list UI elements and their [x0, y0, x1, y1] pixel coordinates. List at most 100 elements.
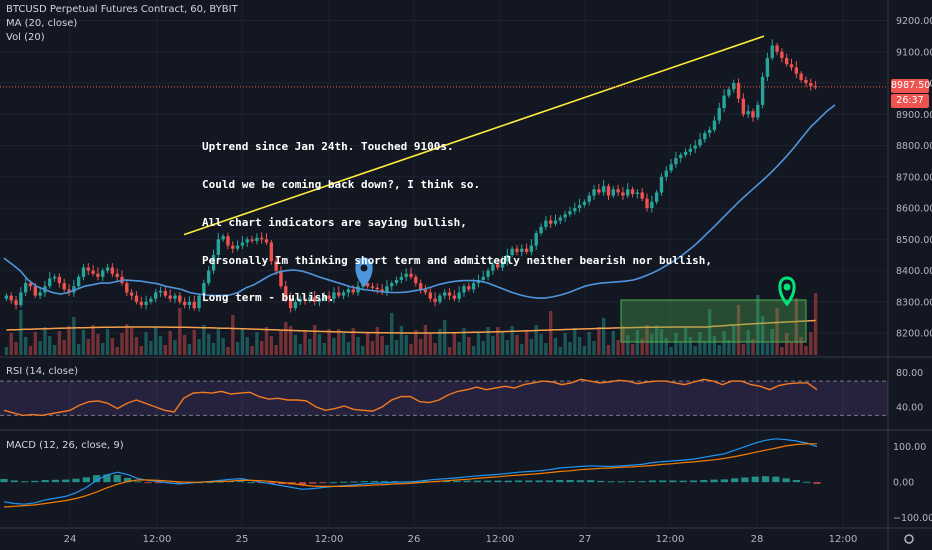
macd-histogram-bar: [710, 479, 718, 483]
candle-body: [168, 295, 172, 299]
candle-body: [529, 245, 534, 252]
last-price-tag: 8987.50: [891, 79, 931, 93]
candle-body: [312, 297, 317, 302]
volume-bar: [698, 332, 702, 355]
candle-body: [52, 276, 57, 279]
macd-histogram-bar: [206, 481, 214, 483]
volume-bar: [154, 327, 158, 355]
volume-bar: [399, 326, 404, 355]
volume-bar: [428, 334, 432, 355]
volume-bar: [500, 331, 505, 355]
candle-body: [688, 148, 693, 152]
macd-histogram-bar: [72, 478, 80, 483]
candle-body: [813, 86, 818, 88]
rsi-legend: RSI (14, close): [6, 366, 79, 377]
macd-histogram-bar: [360, 481, 368, 483]
candle-body: [207, 270, 211, 284]
candle-body: [105, 267, 110, 271]
macd-histogram-bar: [689, 480, 698, 483]
candle-body: [86, 267, 90, 271]
volume-bar: [255, 332, 259, 355]
macd-histogram-bar: [453, 480, 461, 483]
macd-histogram-bar: [93, 475, 101, 483]
volume-bar: [226, 347, 230, 355]
candle-body: [356, 286, 360, 293]
volume-bar: [775, 308, 779, 355]
macd-histogram-bar: [617, 481, 626, 483]
volume-bar: [288, 326, 293, 355]
macd-histogram-bar: [463, 480, 471, 483]
volume-bar: [240, 328, 245, 355]
time-tick-label: 24: [64, 534, 77, 545]
volume-bar: [722, 331, 726, 355]
volume-bar: [134, 337, 139, 355]
volume-bar: [105, 329, 110, 355]
candle-body: [491, 264, 495, 271]
macd-histogram-bar: [566, 480, 574, 483]
volume-bar: [573, 328, 577, 355]
candle-body: [558, 217, 562, 221]
macd-histogram-bar: [309, 482, 317, 484]
note-line: Personally Im thinking short term and ad…: [202, 253, 712, 267]
macd-histogram-bar: [504, 480, 512, 483]
green-marker-icon-dot: [783, 283, 791, 291]
candle-body: [481, 276, 485, 280]
macd-histogram-bar: [813, 482, 821, 484]
candle-body: [717, 108, 721, 121]
volume-bar: [76, 344, 81, 355]
volume-bar: [611, 331, 615, 355]
candle-body: [202, 283, 206, 296]
macd-histogram-bar: [134, 481, 142, 483]
time-tick-label: 12:00: [143, 534, 172, 545]
volume-bar: [394, 340, 399, 355]
candle-body: [630, 189, 635, 195]
macd-histogram-bar: [442, 480, 451, 483]
volume-bar: [43, 327, 47, 355]
candle-body: [385, 286, 389, 293]
candle-body: [23, 283, 28, 293]
candle-body: [182, 301, 187, 305]
price-tick-label: 8300.00: [896, 297, 932, 308]
candle-body: [81, 267, 86, 277]
candle-body: [789, 64, 794, 68]
macd-histogram-bar: [298, 482, 307, 485]
candle-body: [245, 239, 249, 243]
volume-bar: [264, 327, 269, 355]
volume-bar: [703, 341, 707, 355]
volume-bar: [385, 345, 389, 355]
macd-histogram-bar: [700, 480, 708, 483]
volume-bar: [765, 343, 770, 355]
candle-body: [9, 295, 13, 301]
volume-bar: [327, 329, 331, 355]
candle-body: [101, 270, 105, 277]
volume-bar: [293, 335, 298, 355]
volume-bar: [794, 298, 799, 355]
macd-histogram-bar: [638, 481, 646, 483]
volume-bar: [101, 343, 105, 355]
candle-body: [288, 298, 293, 309]
volume-bar: [712, 336, 717, 355]
volume-bar: [587, 332, 591, 355]
volume-bar: [505, 340, 510, 355]
candle-body: [211, 254, 216, 271]
volume-bar: [717, 345, 721, 355]
volume-bar: [481, 341, 485, 355]
candle-body: [346, 289, 351, 293]
candle-body: [62, 283, 66, 290]
volume-bar: [626, 335, 630, 355]
candle-body: [505, 254, 510, 262]
time-tick-label: 12:00: [315, 534, 344, 545]
volume-bar: [356, 337, 360, 355]
volume-bar: [789, 342, 794, 355]
macd-histogram-bar: [103, 474, 111, 483]
macd-histogram-bar: [237, 481, 245, 483]
volume-bar: [645, 325, 649, 355]
volume-bar: [207, 334, 211, 355]
candle-body: [809, 83, 813, 87]
volume-bar: [669, 347, 673, 355]
candle-body: [375, 287, 379, 290]
rsi-tick-label: 40.00: [896, 402, 923, 413]
candle-body: [785, 58, 789, 65]
volume-bar: [250, 346, 254, 355]
